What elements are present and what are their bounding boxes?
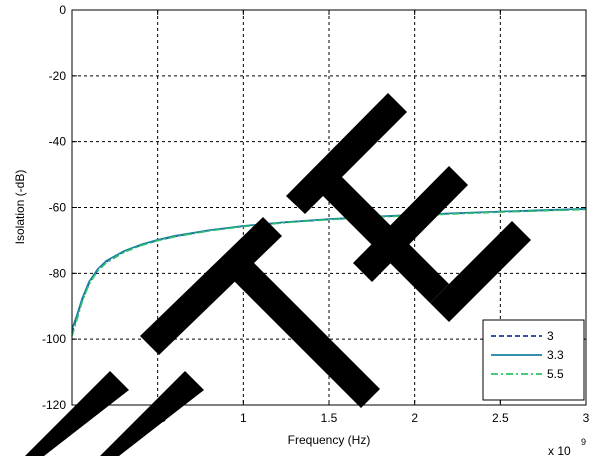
y-tick-label: -60 <box>49 201 67 215</box>
y-tick-label: -20 <box>49 69 67 83</box>
x-tick-label: 2 <box>411 411 418 425</box>
x-tick-label: 1 <box>240 411 247 425</box>
x-tick-label: 2.5 <box>492 411 509 425</box>
y-tick-label: -100 <box>42 332 66 346</box>
y-tick-label: -80 <box>49 266 67 280</box>
watermark-logo <box>25 93 531 456</box>
y-tick-label: -120 <box>42 398 66 412</box>
x-exponent-label: x 10 <box>548 444 571 456</box>
watermark-stroke-l-2 <box>100 371 204 456</box>
y-axis-label: Isolation (-dB) <box>13 170 27 245</box>
watermark-stroke-e-spine <box>305 159 449 303</box>
series-line-3-3 <box>71 208 587 330</box>
legend-label-3: 3 <box>547 329 554 343</box>
x-tick-label: 3 <box>583 411 590 425</box>
y-tick-label: -40 <box>49 135 67 149</box>
legend-box <box>482 319 585 401</box>
watermark-stroke-l-1 <box>25 371 129 456</box>
x-exponent-power: 9 <box>581 437 586 447</box>
legend-label-5-5: 5.5 <box>547 367 564 381</box>
series-layer <box>71 208 587 337</box>
watermark-stroke-t-stem <box>225 253 380 408</box>
legend-label-3-3: 3.3 <box>547 348 564 362</box>
watermark-stroke-t-bar <box>140 217 282 355</box>
x-axis-label: Frequency (Hz) <box>288 433 371 447</box>
y-tick-label: 0 <box>59 3 66 17</box>
watermark-stroke-e-mid <box>353 166 468 282</box>
legend: 3 3.3 5.5 <box>482 319 585 401</box>
watermark-stroke-e-bottom <box>430 221 531 322</box>
x-tick-label: 1.5 <box>321 411 338 425</box>
